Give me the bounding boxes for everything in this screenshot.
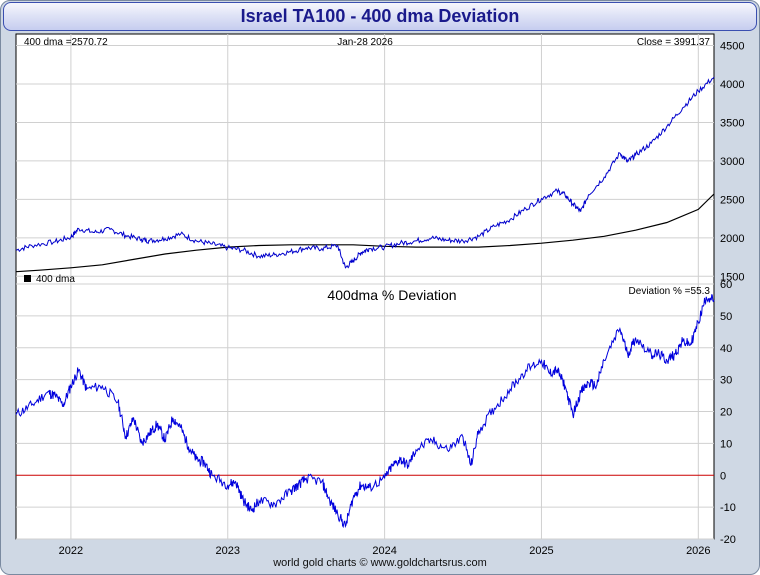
- chart-title: Israel TA100 - 400 dma Deviation: [240, 6, 520, 26]
- deviation-tick-label: 10: [720, 438, 732, 450]
- deviation-axis: 60 50 40 30 20 10 0 -10 -20: [720, 279, 736, 546]
- dma-series-line: [15, 193, 715, 273]
- deviation-panel-title: 400dma % Deviation: [327, 287, 456, 303]
- price-tick-label: 2500: [720, 194, 744, 206]
- deviation-tick-label: 20: [720, 407, 732, 419]
- deviation-tick-label: 0: [720, 470, 726, 482]
- price-tick-label: 4000: [720, 79, 744, 91]
- deviation-tick-label: -10: [720, 502, 736, 514]
- deviation-series-line: [15, 294, 715, 529]
- dma-value-label: 400 dma =2570.72: [24, 37, 108, 48]
- legend-label: 400 dma: [36, 274, 75, 285]
- price-tick-label: 3500: [720, 117, 744, 129]
- title-bar: Israel TA100 - 400 dma Deviation: [3, 2, 757, 31]
- price-tick-label: 4500: [720, 41, 744, 53]
- date-label: Jan-28 2026: [337, 37, 393, 48]
- price-panel: [15, 33, 715, 285]
- gridlines: [16, 34, 714, 540]
- price-tick-label: 1500: [720, 271, 744, 283]
- year-tick-label: 2023: [216, 545, 240, 557]
- price-series-line: [15, 76, 715, 269]
- deviation-tick-label: 30: [720, 375, 732, 387]
- year-tick-label: 2024: [372, 545, 396, 557]
- time-axis: 2022 2023 2024 2025 2026: [59, 545, 711, 557]
- footer-credit: world gold charts © www.goldchartsrus.co…: [273, 557, 487, 569]
- year-tick-label: 2022: [59, 545, 83, 557]
- deviation-tick-label: 50: [720, 311, 732, 323]
- close-value-label: Close = 3991.37: [637, 37, 711, 48]
- deviation-tick-label: 40: [720, 343, 732, 355]
- deviation-tick-label: 60: [720, 279, 732, 291]
- year-tick-label: 2026: [686, 545, 710, 557]
- deviation-value-label: Deviation % =55.3: [629, 286, 711, 297]
- price-tick-label: 3000: [720, 156, 744, 168]
- deviation-tick-label: -20: [720, 534, 736, 546]
- price-tick-label: 2000: [720, 233, 744, 245]
- price-axis: 4500 4000 3500 3000 2500 2000 1500: [720, 41, 744, 284]
- legend-swatch: [24, 275, 31, 282]
- year-tick-label: 2025: [529, 545, 553, 557]
